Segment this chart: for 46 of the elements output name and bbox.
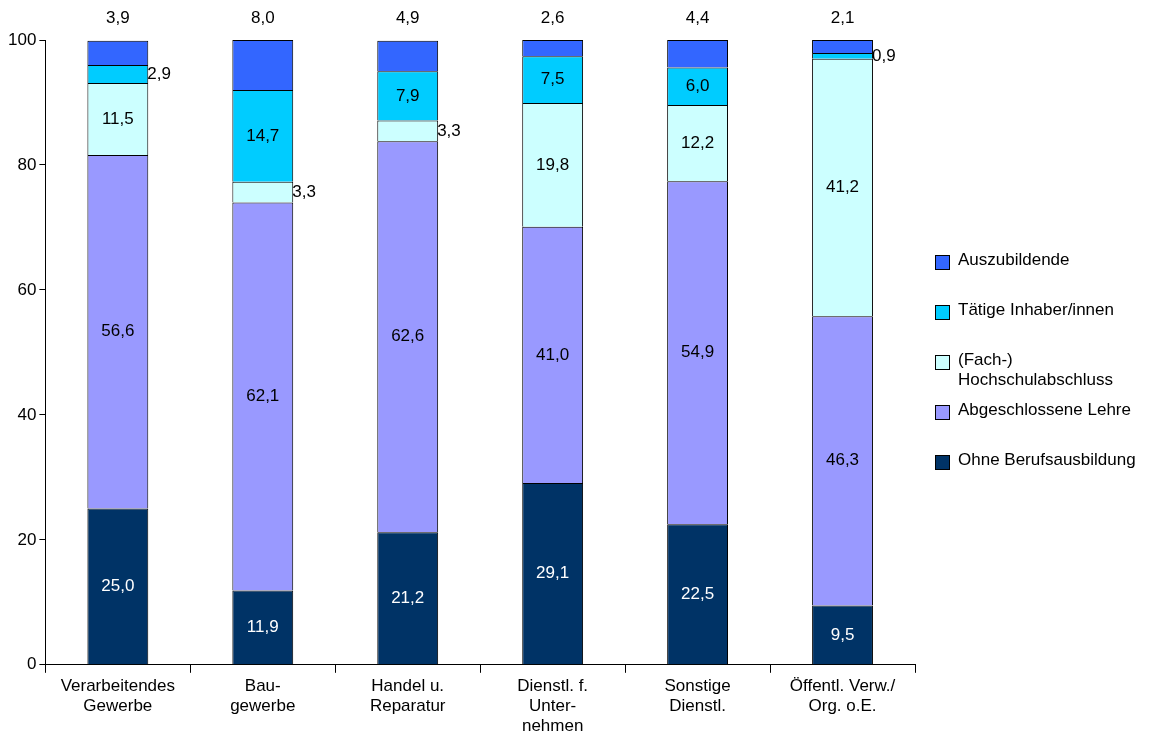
data-label: 7,5 (540, 69, 565, 89)
data-label: 62,6 (391, 326, 425, 346)
y-tick-label: 100 (7, 29, 37, 49)
y-tick-label: 20 (17, 529, 37, 549)
data-label: 3,3 (437, 120, 461, 140)
data-label: 2,1 (830, 7, 855, 27)
data-label: 56,6 (101, 321, 135, 341)
data-label: 3,3 (292, 181, 316, 201)
legend-label: Tätige Inhaber/innen (958, 300, 1114, 320)
data-label: 6,0 (685, 75, 710, 95)
data-label: 22,5 (681, 583, 715, 603)
x-tick-label: Verarbeitendes Gewerbe (60, 675, 176, 716)
data-label: 11,9 (246, 617, 279, 637)
legend-label: Ohne Berufsausbildung (958, 450, 1136, 470)
data-label: 29,1 (536, 563, 570, 583)
data-label: 3,9 (106, 7, 130, 27)
y-tick-label: 80 (17, 154, 37, 174)
data-label: 41,2 (825, 177, 860, 197)
data-label: 7,9 (395, 85, 420, 105)
data-label: 2,6 (540, 7, 565, 27)
data-label: 11,5 (101, 108, 134, 128)
x-tick-label: Dienstl. f. Unter- nehmen (517, 675, 589, 736)
data-label: 62,1 (246, 386, 280, 406)
data-label: 12,2 (681, 132, 715, 152)
data-label: 19,8 (536, 154, 570, 174)
data-label: 4,9 (395, 7, 420, 27)
data-label: 9,5 (830, 624, 855, 644)
x-tick-label: Sonstige Dienstl. (664, 675, 731, 716)
y-tick-label: 40 (17, 404, 37, 424)
legend-label: Abgeschlossene Lehre (958, 400, 1131, 420)
y-tick-label: 60 (17, 279, 37, 299)
data-label: 25,0 (101, 576, 135, 596)
data-label: 2,9 (147, 63, 171, 83)
x-tick-label: Handel u. Reparatur (369, 675, 446, 716)
data-label: 54,9 (681, 342, 715, 362)
x-tick-label: Öffentl. Verw./ Org. o.E. (789, 675, 896, 716)
data-label: 46,3 (825, 450, 860, 470)
data-label: 14,7 (246, 125, 280, 145)
y-tick-label: 0 (26, 654, 37, 674)
legend-label: Auszubildende (958, 250, 1070, 270)
data-label: 8,0 (250, 7, 275, 27)
data-label: 4,4 (685, 7, 710, 27)
legend-label: (Fach-) Hochschulabschluss (958, 350, 1114, 390)
data-label: 41,0 (536, 344, 570, 364)
data-label: 21,2 (391, 588, 425, 608)
x-tick-label: Bau- gewerbe (230, 675, 296, 716)
